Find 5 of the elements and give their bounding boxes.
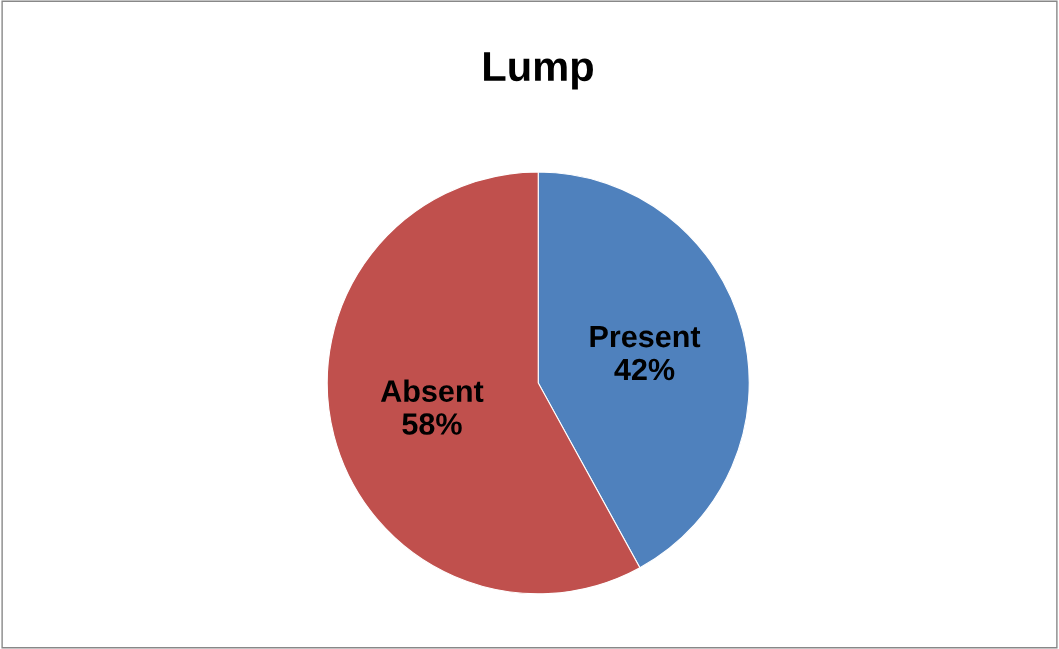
slice-label: Absent [380, 379, 484, 402]
data-label: 42% [614, 358, 675, 381]
chart-title: Lump [484, 52, 593, 90]
data-label: 58% [402, 413, 462, 435]
slice-label: Present [590, 326, 701, 348]
